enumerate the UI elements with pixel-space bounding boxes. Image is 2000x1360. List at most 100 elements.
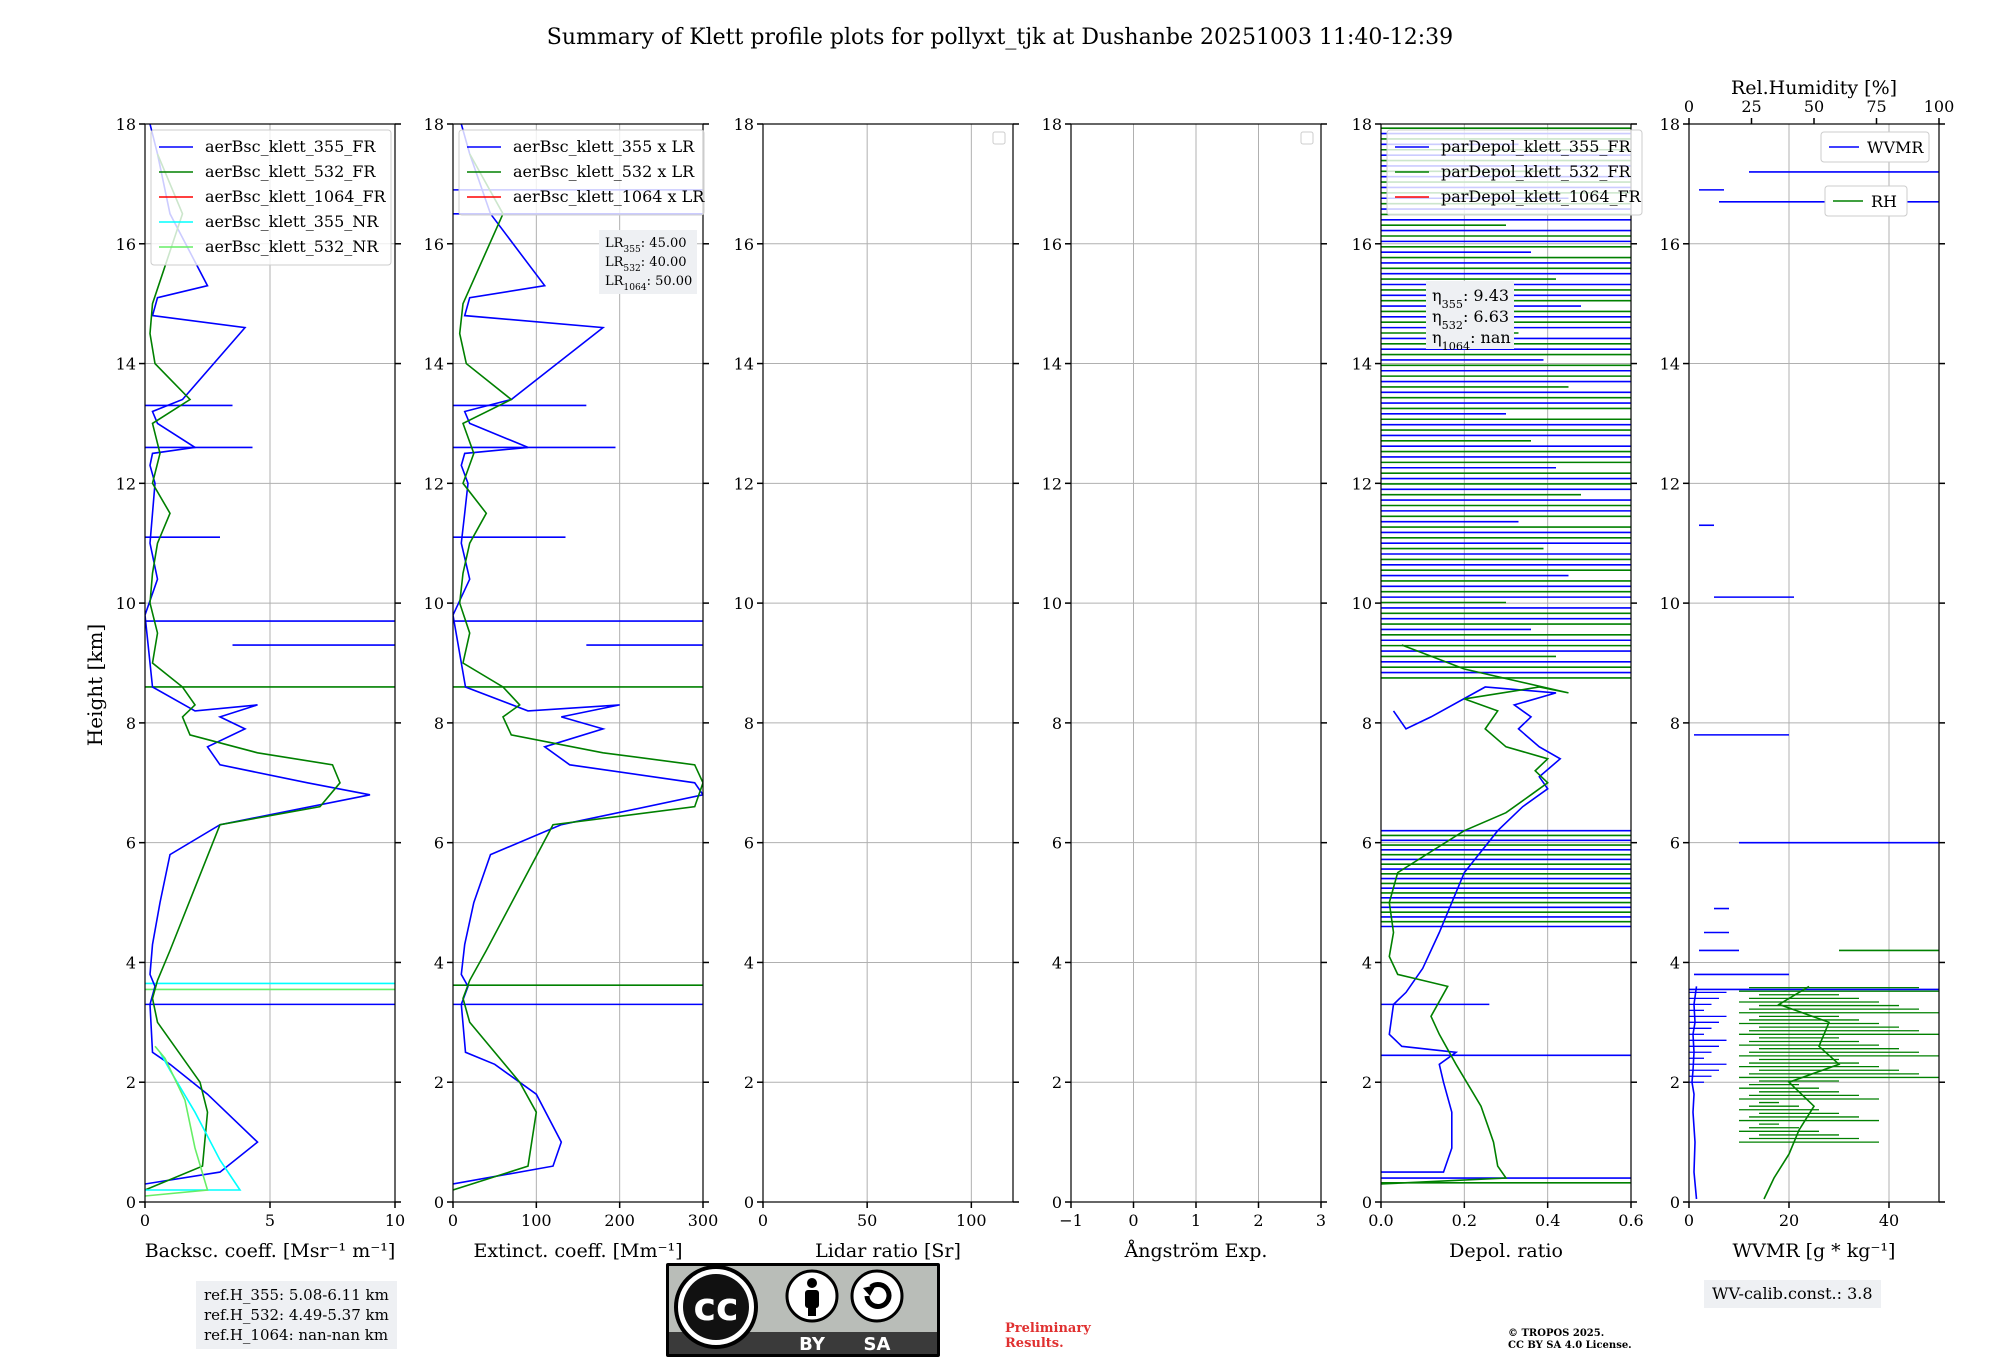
y-tick-label: 0 <box>1362 1193 1372 1212</box>
x-tick-label: 200 <box>604 1211 635 1230</box>
y-tick-label: 10 <box>1660 594 1680 613</box>
y-tick-label: 6 <box>434 834 444 853</box>
y-tick-label: 10 <box>116 594 136 613</box>
y-tick-label: 8 <box>1670 714 1680 733</box>
legend-label: aerBsc_klett_532_FR <box>205 162 376 181</box>
y-tick-label: 6 <box>1052 834 1062 853</box>
y-tick-label: 14 <box>1660 355 1680 374</box>
x-tick-label: 1 <box>1191 1211 1201 1230</box>
sa-text: SA <box>864 1334 891 1355</box>
x-tick-label: 5 <box>265 1211 275 1230</box>
annotation-box <box>599 230 697 294</box>
legend-label: aerBsc_klett_355 x LR <box>513 137 695 156</box>
series-line-aerBsc_klett_532 x LR <box>453 153 703 1191</box>
legend-label: aerBsc_klett_355_NR <box>205 212 379 231</box>
cc-circle-inner <box>683 1274 749 1340</box>
y-tick-label: 0 <box>434 1193 444 1212</box>
y-tick-label: 0 <box>1052 1193 1062 1212</box>
x-tick-label: 2 <box>1253 1211 1263 1230</box>
by-person-legs <box>808 1306 816 1316</box>
y-axis-label: Height [km] <box>83 624 107 746</box>
x2-tick-label: 100 <box>1924 97 1955 116</box>
x-tick-label: 0 <box>448 1211 458 1230</box>
by-text: BY <box>799 1334 826 1355</box>
y-tick-label: 16 <box>116 235 136 254</box>
legend: aerBsc_klett_355_FR aerBsc_klett_532_FRae… <box>150 129 392 266</box>
copyright-line-1: © TROPOS 2025. <box>1508 1328 1605 1339</box>
x2-axis-label: Rel.Humidity [%] <box>1731 77 1897 99</box>
y-tick-label: 18 <box>116 115 136 134</box>
y-tick-label: 8 <box>126 714 136 733</box>
legend: aerBsc_klett_355 x LR aerBsc_klett_532 x … <box>458 129 705 216</box>
y-tick-label: 18 <box>1660 115 1680 134</box>
legend-box <box>1386 129 1643 216</box>
x-tick-label: 0.0 <box>1368 1211 1393 1230</box>
x-tick-label: 3 <box>1316 1211 1326 1230</box>
legend-box <box>458 129 705 216</box>
y-tick-label: 10 <box>734 594 754 613</box>
y-tick-label: 10 <box>424 594 444 613</box>
y-tick-label: 2 <box>434 1073 444 1092</box>
axes-frame <box>762 123 1014 1203</box>
x2-tick-label: 0 <box>1684 97 1694 116</box>
y-tick-label: 16 <box>1352 235 1372 254</box>
sa-arrow-arc <box>864 1282 892 1309</box>
y-tick-label: 6 <box>1670 834 1680 853</box>
y-tick-label: 18 <box>1042 115 1062 134</box>
x-axis-label: Lidar ratio [Sr] <box>815 1240 961 1262</box>
y-tick-label: 4 <box>434 953 444 972</box>
x-tick-label: 50 <box>857 1211 877 1230</box>
x-tick-label: 0 <box>140 1211 150 1230</box>
copyright-note: © TROPOS 2025. CC BY SA 4.0 License. <box>1508 1328 1632 1352</box>
x-tick-label: 100 <box>956 1211 987 1230</box>
axes-frame <box>452 123 704 1203</box>
legend-label: parDepol_klett_532_FR <box>1441 162 1632 181</box>
y-tick-label: 2 <box>744 1073 754 1092</box>
x-axis-label: Backsc. coeff. [Msr⁻¹ m⁻¹] <box>145 1240 396 1262</box>
y-tick-label: 18 <box>424 115 444 134</box>
y-tick-label: 16 <box>424 235 444 254</box>
x-tick-label: 0.4 <box>1535 1211 1560 1230</box>
refh-532: ref.H_532: 4.49-5.37 km <box>204 1306 389 1324</box>
by-person-head <box>807 1278 817 1288</box>
y-tick-label: 14 <box>1352 355 1372 374</box>
y-tick-label: 6 <box>744 834 754 853</box>
legend-label: aerBsc_klett_1064_FR <box>205 187 387 206</box>
y-tick-label: 12 <box>1660 474 1680 493</box>
y-tick-label: 6 <box>126 834 136 853</box>
annotation-line: η355: 9.43 <box>1432 286 1509 311</box>
y-tick-label: 10 <box>1352 594 1372 613</box>
x-tick-label: 0.6 <box>1618 1211 1643 1230</box>
x-tick-label: −1 <box>1059 1211 1083 1230</box>
legend-label: aerBsc_klett_355_FR <box>205 137 376 156</box>
annotation-line: η1064: nan <box>1432 328 1511 353</box>
x-tick-label: 10 <box>385 1211 405 1230</box>
legend-label: WVMR <box>1867 138 1924 157</box>
y-tick-label: 16 <box>1042 235 1062 254</box>
series-line-RH <box>1763 985 1841 1200</box>
x-axis-label: Extinct. coeff. [Mm⁻¹] <box>473 1240 682 1262</box>
y-tick-label: 2 <box>126 1073 136 1092</box>
legend-box <box>1824 185 1908 217</box>
panel-lr: 0 2 4 6 8 10 12 14 16 18 0 50 100 Lidar ratio [Sr] <box>734 115 1019 1262</box>
legend-label: parDepol_klett_355_FR <box>1441 137 1632 156</box>
by-person-body <box>805 1290 819 1308</box>
y-tick-label: 8 <box>434 714 444 733</box>
plot-area <box>1689 171 1939 1200</box>
preliminary-line-1: Preliminary <box>1005 1321 1091 1336</box>
x2-tick-label: 50 <box>1804 97 1824 116</box>
x-tick-label: 40 <box>1879 1211 1899 1230</box>
y-tick-label: 8 <box>1362 714 1372 733</box>
y-tick-label: 16 <box>734 235 754 254</box>
x-tick-label: 20 <box>1779 1211 1799 1230</box>
y-tick-label: 18 <box>734 115 754 134</box>
series-line-aerBsc_klett_532_NR <box>145 1045 209 1197</box>
x-tick-label: 0 <box>1684 1211 1694 1230</box>
x-tick-label: 0 <box>758 1211 768 1230</box>
y-tick-label: 2 <box>1362 1073 1372 1092</box>
